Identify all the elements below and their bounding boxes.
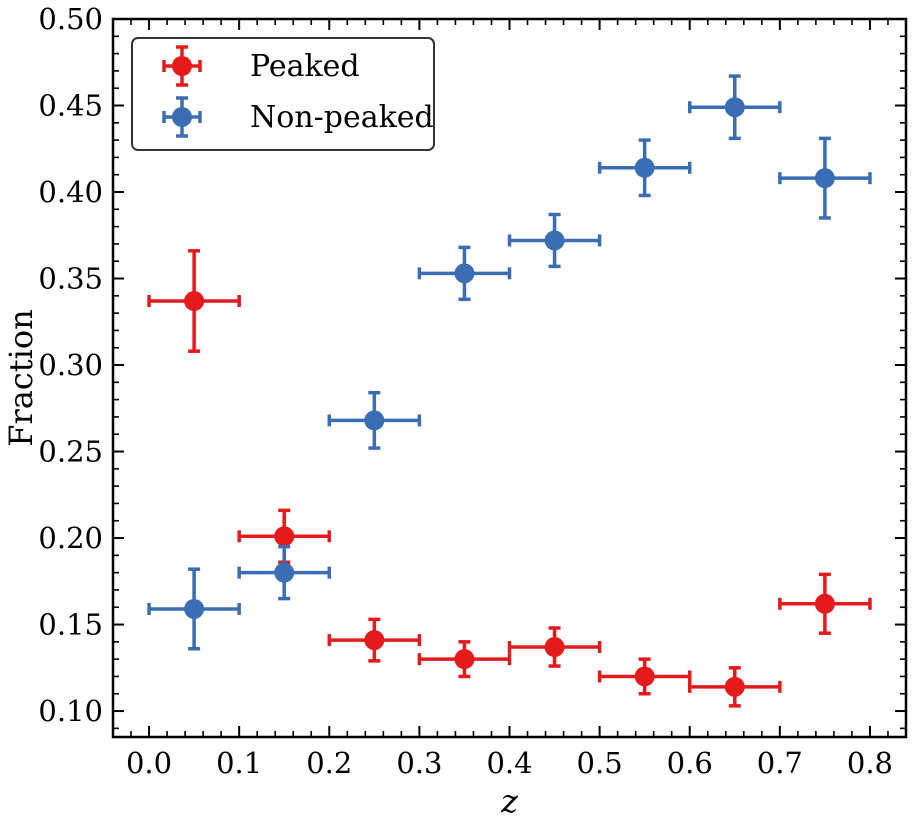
legend-marker-peaked [162, 45, 202, 87]
non-peaked-point-group [778, 136, 872, 220]
y-tick-label: 0.40 [38, 175, 103, 209]
non-peaked-point-group [237, 544, 332, 601]
non-peaked-data-point [634, 157, 655, 178]
legend: Peaked Non-peaked [131, 37, 435, 151]
non-peaked-data-point [364, 410, 385, 431]
peaked-data-point [634, 666, 655, 687]
non-peaked-data-point [184, 598, 205, 619]
peaked-data-point [814, 593, 835, 614]
peaked-point-group [147, 249, 241, 353]
non-peaked-data-point [544, 230, 565, 251]
ticks-layer: 0.0 0.1 0.2 0.3 0.4 0.5 0.6 0.7 0.8 0.10 0.15 0.20 0… [38, 2, 907, 780]
non-peaked-data-point [724, 97, 745, 118]
legend-label-non-peaked: Non-peaked [250, 100, 434, 135]
y-tick-label: 0.50 [38, 2, 103, 36]
y-tick-label: 0.45 [38, 89, 103, 123]
x-tick-label: 0.5 [577, 746, 623, 780]
y-tick-label: 0.10 [38, 694, 103, 728]
peaked-point-group [597, 657, 692, 696]
y-tick-label: 0.30 [38, 348, 103, 382]
peaked-data-point [184, 291, 205, 312]
x-tick-label: 0.4 [486, 746, 532, 780]
peaked-point-group [417, 640, 512, 679]
y-tick-label: 0.15 [38, 608, 103, 642]
x-tick-label: 0.1 [216, 746, 262, 780]
y-tick-label: 0.35 [38, 262, 103, 296]
non-peaked-point-group [507, 212, 602, 269]
legend-peaked-dot [172, 56, 192, 76]
x-tick-label: 0.3 [396, 746, 442, 780]
peaked-point-group [327, 617, 422, 663]
x-axis-label: z [500, 782, 519, 820]
series-layer [147, 74, 872, 708]
legend-box [131, 37, 435, 151]
y-axis-label: Fraction [2, 309, 40, 446]
y-tick-label: 0.25 [38, 435, 103, 469]
series-peaked [147, 249, 872, 708]
non-peaked-data-point [274, 562, 295, 583]
legend-entry-peaked: Peaked [162, 45, 360, 87]
peaked-point-group [778, 572, 872, 635]
peaked-point-group [237, 508, 332, 565]
x-tick-label: 0.0 [126, 746, 172, 780]
peaked-data-point [454, 649, 475, 670]
x-tick-label: 0.2 [306, 746, 352, 780]
non-peaked-point-group [147, 567, 241, 651]
non-peaked-point-group [417, 245, 512, 302]
y-tick-label: 0.20 [38, 521, 103, 555]
peaked-point-group [507, 626, 602, 668]
series-non-peaked [147, 74, 872, 651]
peaked-data-point [274, 526, 295, 547]
peaked-data-point [724, 676, 745, 697]
x-tick-label: 0.6 [667, 746, 713, 780]
x-tick-label: 0.7 [757, 746, 803, 780]
non-peaked-point-group [597, 138, 692, 198]
peaked-data-point [544, 637, 565, 658]
legend-non-peaked-dot [172, 107, 192, 127]
legend-marker-non-peaked [162, 96, 202, 138]
non-peaked-data-point [454, 263, 475, 284]
non-peaked-point-group [327, 390, 422, 450]
legend-label-peaked: Peaked [250, 49, 360, 84]
peaked-data-point [364, 630, 385, 651]
non-peaked-point-group [687, 74, 782, 141]
non-peaked-data-point [814, 168, 835, 189]
legend-entry-non-peaked: Non-peaked [162, 96, 434, 138]
peaked-point-group [687, 666, 782, 708]
x-tick-label: 0.8 [847, 746, 893, 780]
